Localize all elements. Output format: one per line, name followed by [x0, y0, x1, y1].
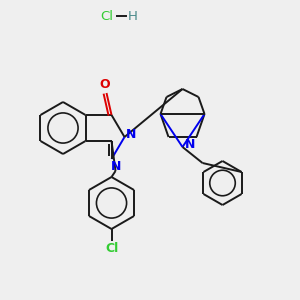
Text: O: O	[99, 77, 110, 91]
Text: Cl: Cl	[105, 242, 118, 254]
Text: N: N	[185, 139, 196, 152]
Text: N: N	[111, 160, 122, 173]
Text: H: H	[128, 10, 138, 22]
Text: Cl: Cl	[100, 10, 113, 22]
Text: N: N	[126, 128, 137, 142]
